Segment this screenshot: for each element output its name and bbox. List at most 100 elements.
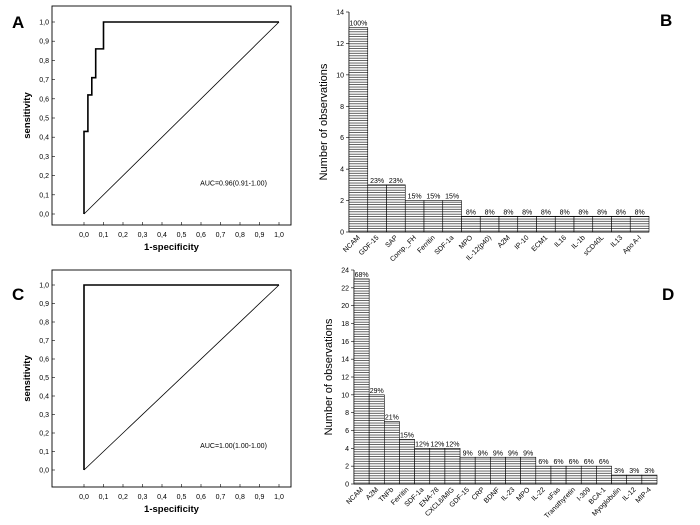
panel-letter: B <box>660 11 672 30</box>
bar-percent-label: 9% <box>478 450 488 457</box>
x-tick-label: 0,2 <box>118 232 128 239</box>
bar-percent-label: 8% <box>635 209 645 216</box>
bar-percent-label: 23% <box>370 178 384 185</box>
bar <box>414 448 431 485</box>
category-label: IP-10 <box>514 234 531 251</box>
bar-percent-label: 15% <box>426 194 440 201</box>
bar-percent-label: 12% <box>430 441 444 448</box>
category-label: GDF-15 <box>358 234 381 257</box>
bar <box>536 215 556 233</box>
bar-percent-label: 15% <box>408 194 422 201</box>
bar-percent-label: 8% <box>485 209 495 216</box>
y-tick-label: 8 <box>340 104 344 111</box>
bar-percent-label: 8% <box>466 209 476 216</box>
category-label: NCAM <box>345 486 365 506</box>
x-tick-label: 0,5 <box>177 232 187 239</box>
x-tick-label: 0,0 <box>79 232 89 239</box>
bar <box>596 465 612 485</box>
x-tick-label: 0,1 <box>99 494 109 501</box>
y-tick-label: 12 <box>336 41 344 48</box>
bar <box>383 421 400 485</box>
x-tick-label: 0,2 <box>118 494 128 501</box>
y-tick-label: 0,0 <box>39 468 49 475</box>
bar <box>517 215 537 233</box>
bar-percent-label: 3% <box>614 468 624 475</box>
bar-percent-label: 15% <box>445 194 459 201</box>
x-tick-label: 0,6 <box>196 494 206 501</box>
bar-percent-label: 9% <box>463 450 473 457</box>
auc-annotation: AUC=1.00(1.00-1.00) <box>200 443 267 450</box>
y-tick-label: 16 <box>341 339 349 346</box>
y-tick-label: 0,4 <box>39 135 49 142</box>
y-tick-label: 2 <box>340 198 344 205</box>
x-tick-label: 0,9 <box>255 494 265 501</box>
bar-percent-label: 8% <box>597 209 607 216</box>
x-tick-label: 0,7 <box>216 232 226 239</box>
y-tick-label: 10 <box>341 392 349 399</box>
y-tick-label: 8 <box>345 410 349 417</box>
y-tick-label: 0,3 <box>39 154 49 161</box>
bar-percent-label: 8% <box>578 209 588 216</box>
y-tick-label: 0,2 <box>39 431 49 438</box>
y-tick-label: 0,7 <box>39 338 49 345</box>
x-tick-label: 0,8 <box>235 232 245 239</box>
bar <box>348 27 369 233</box>
y-tick-label: 0,2 <box>39 173 49 180</box>
y-tick-label: 1,0 <box>39 283 49 290</box>
bar-percent-label: 6% <box>584 459 594 466</box>
bar <box>490 456 506 485</box>
panel-letter: C <box>12 285 24 304</box>
bar-percent-label: 23% <box>389 178 403 185</box>
y-tick-label: 6 <box>340 135 344 142</box>
y-tick-label: 12 <box>341 375 349 382</box>
y-tick-label: 0,6 <box>39 96 49 103</box>
y-axis-title: Number of observations <box>318 63 330 180</box>
bar <box>399 439 415 485</box>
x-tick-label: 0,9 <box>255 232 265 239</box>
category-label: IL13 <box>610 234 625 249</box>
category-label: Apo A-I <box>622 234 643 255</box>
bar <box>611 215 631 233</box>
bar <box>479 215 500 233</box>
bar-percent-label: 9% <box>493 450 503 457</box>
y-axis-title: sensitivity <box>22 355 33 402</box>
bar <box>520 456 537 485</box>
bar <box>368 394 385 485</box>
roc-curve <box>83 21 279 214</box>
category-label: SAP <box>384 234 399 249</box>
bar-percent-label: 15% <box>400 432 414 439</box>
bar <box>423 200 444 233</box>
roc-curve <box>83 284 279 470</box>
bar <box>461 215 481 233</box>
bar-percent-label: 29% <box>370 388 384 395</box>
bar-percent-label: 21% <box>385 415 399 422</box>
category-label: ECM1 <box>531 234 550 253</box>
bar <box>353 278 370 485</box>
bar <box>565 465 582 485</box>
bar <box>611 474 627 485</box>
bar <box>629 215 650 233</box>
category-label: IL-22 <box>531 486 547 502</box>
bar <box>641 474 658 485</box>
panel-b: B02468101214100%NCAM23%GDF-1523%SAP15%Co… <box>318 10 672 264</box>
y-tick-label: 0,5 <box>39 116 49 123</box>
x-tick-label: 0,7 <box>216 494 226 501</box>
bar <box>459 456 476 485</box>
y-tick-label: 0,0 <box>39 212 49 219</box>
category-label: IL-1b <box>571 234 587 250</box>
y-tick-label: 14 <box>341 357 349 364</box>
y-tick-label: 4 <box>340 167 344 174</box>
bar <box>592 215 612 233</box>
category-label: SDF-1a <box>434 234 456 256</box>
bar <box>404 200 425 233</box>
bar <box>505 456 521 485</box>
x-tick-label: 0,6 <box>196 232 206 239</box>
y-tick-label: 0,4 <box>39 394 49 401</box>
category-label: MPO <box>458 234 475 251</box>
y-tick-label: 0 <box>345 482 349 489</box>
bar <box>444 448 461 485</box>
bar <box>580 465 597 485</box>
bar-percent-label: 8% <box>616 209 626 216</box>
bar-percent-label: 9% <box>508 450 518 457</box>
